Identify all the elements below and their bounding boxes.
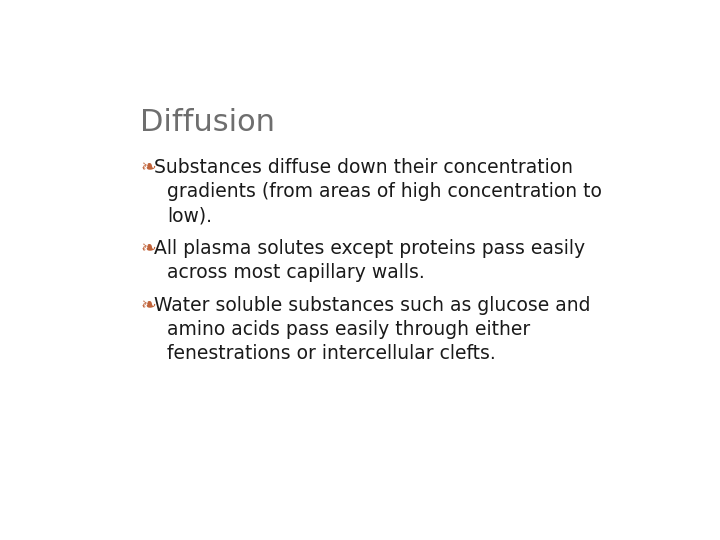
Text: ❧: ❧ (140, 239, 156, 258)
Text: All plasma solutes except proteins pass easily: All plasma solutes except proteins pass … (154, 239, 585, 258)
Text: Substances diffuse down their concentration: Substances diffuse down their concentrat… (154, 158, 573, 177)
Text: gradients (from areas of high concentration to: gradients (from areas of high concentrat… (167, 183, 602, 201)
Text: ❧: ❧ (140, 296, 156, 315)
Text: Water soluble substances such as glucose and: Water soluble substances such as glucose… (154, 296, 590, 315)
Text: low).: low). (167, 207, 212, 226)
Text: Diffusion: Diffusion (140, 109, 275, 138)
Text: fenestrations or intercellular clefts.: fenestrations or intercellular clefts. (167, 344, 496, 363)
Text: amino acids pass easily through either: amino acids pass easily through either (167, 320, 530, 339)
Text: across most capillary walls.: across most capillary walls. (167, 264, 425, 282)
Text: ❧: ❧ (140, 158, 156, 177)
